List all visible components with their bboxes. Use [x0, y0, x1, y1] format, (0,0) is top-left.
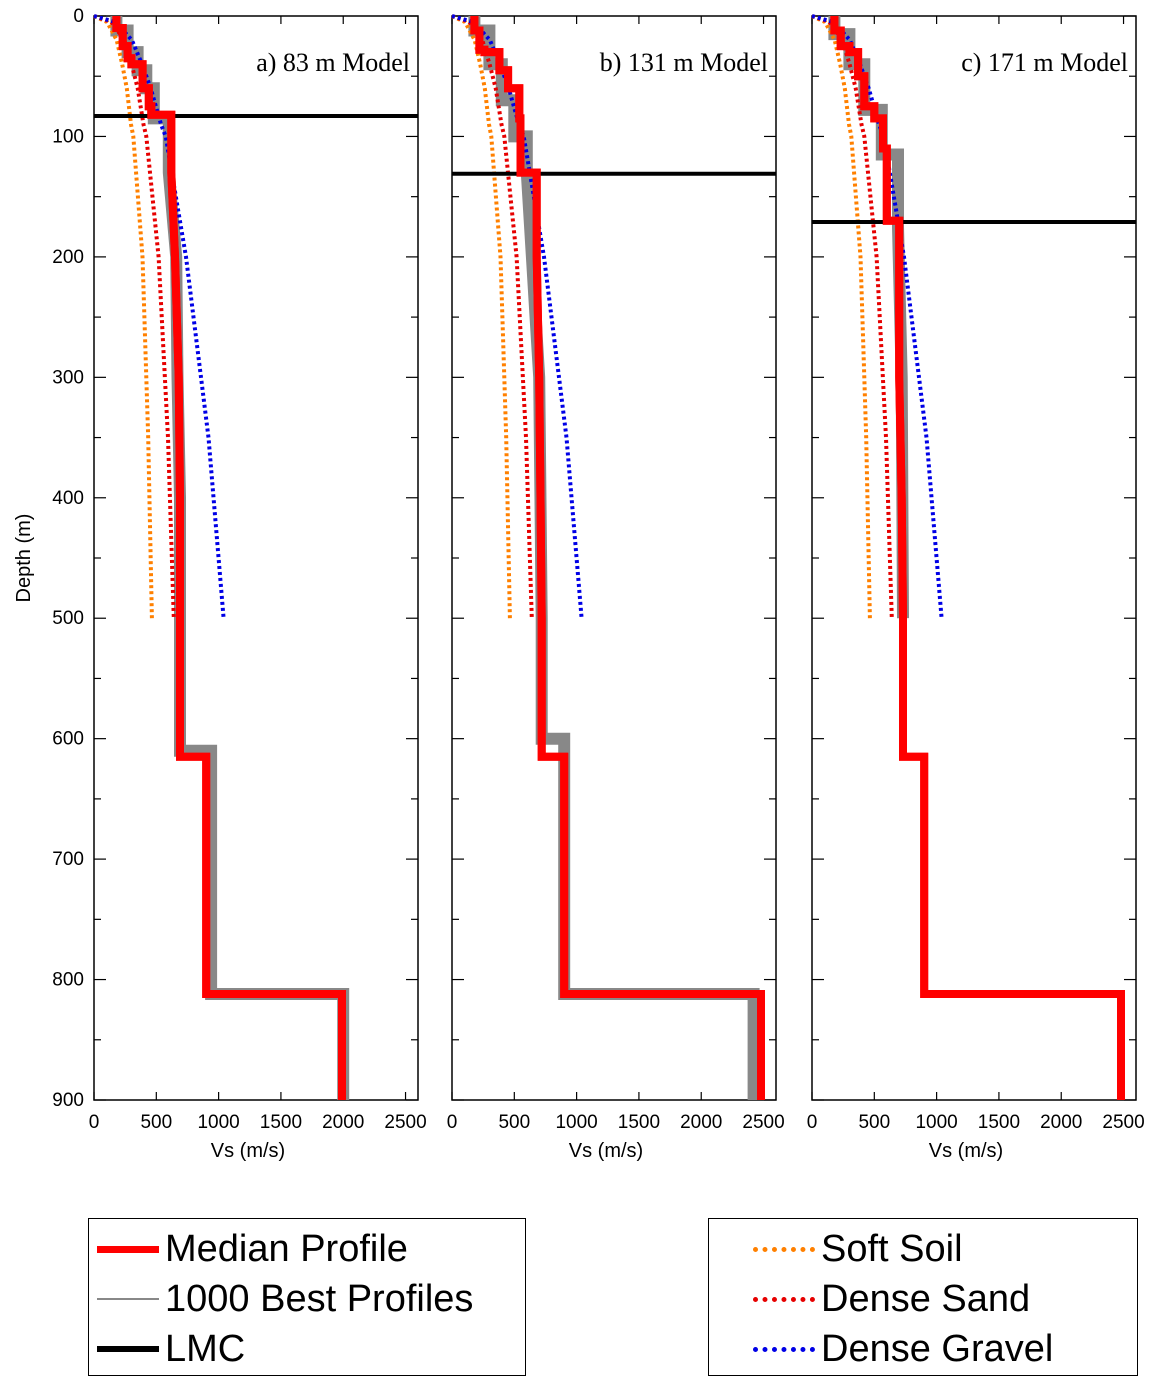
legend-label-best: 1000 Best Profiles — [165, 1277, 474, 1320]
y-tick-label: 0 — [73, 6, 84, 27]
series-dense-gravel — [451, 14, 584, 619]
series-median-profile-top — [830, 16, 1125, 1100]
y-tick-label: 700 — [52, 849, 84, 870]
y-tick-label: 400 — [52, 488, 84, 509]
panel-title: b) 131 m Model — [600, 48, 768, 77]
legend-swatch-median — [97, 1245, 159, 1253]
series-soft-soil — [811, 14, 872, 619]
y-tick-label: 500 — [52, 608, 84, 629]
series-median-profile-top — [112, 16, 346, 1100]
x-tick-label: 1000 — [197, 1112, 239, 1133]
x-axis-label: Vs (m/s) — [569, 1140, 643, 1162]
legend-item-dense-gravel: Dense Gravel — [753, 1325, 1053, 1373]
legend-item-dense-sand: Dense Sand — [753, 1275, 1030, 1323]
x-tick-label: 500 — [498, 1112, 530, 1133]
y-tick-label: 800 — [52, 970, 84, 991]
legend-soil-models: Soft Soil Dense Sand Dense Gravel — [708, 1218, 1138, 1376]
x-tick-label: 1500 — [260, 1112, 302, 1133]
plot-frame — [93, 15, 419, 1101]
y-tick-label: 900 — [52, 1090, 84, 1111]
plot-frame — [811, 15, 1137, 1101]
legend-swatch-dense-gravel — [753, 1346, 815, 1352]
series-dense-sand — [811, 14, 894, 619]
y-axis-label: Depth (m) — [13, 514, 35, 603]
legend-item-median: Median Profile — [97, 1225, 408, 1273]
series-soft-soil — [451, 14, 512, 619]
x-tick-label: 2500 — [384, 1112, 426, 1133]
series-dense-sand — [93, 14, 176, 619]
x-axis-label: Vs (m/s) — [211, 1140, 285, 1162]
legend-label-soft-soil: Soft Soil — [821, 1227, 963, 1270]
x-tick-label: 0 — [807, 1112, 818, 1133]
x-tick-label: 0 — [447, 1112, 458, 1133]
y-tick-label: 300 — [52, 367, 84, 388]
series-median-profile-top — [470, 16, 765, 1100]
x-tick-label: 500 — [858, 1112, 890, 1133]
legend-label-median: Median Profile — [165, 1227, 408, 1270]
panel-title: c) 171 m Model — [961, 48, 1128, 77]
x-tick-label: 2000 — [680, 1112, 722, 1133]
legend-item-best: 1000 Best Profiles — [97, 1275, 473, 1323]
legend-swatch-dense-sand — [753, 1296, 815, 1302]
x-tick-label: 2000 — [322, 1112, 364, 1133]
series-dense-gravel — [93, 14, 226, 619]
legend-label-dense-gravel: Dense Gravel — [821, 1327, 1054, 1370]
legend-item-lmc: LMC — [97, 1325, 245, 1373]
legend-swatch-lmc — [97, 1346, 159, 1352]
y-tick-label: 200 — [52, 247, 84, 268]
legend-swatch-best — [97, 1298, 159, 1300]
panel-title: a) 83 m Model — [256, 48, 410, 77]
legend-item-soft-soil: Soft Soil — [753, 1225, 963, 1273]
x-tick-label: 2000 — [1040, 1112, 1082, 1133]
y-tick-label: 100 — [52, 126, 84, 147]
y-tick-label: 600 — [52, 729, 84, 750]
legend-profiles: Median Profile 1000 Best Profiles LMC — [88, 1218, 526, 1376]
x-tick-label: 500 — [140, 1112, 172, 1133]
x-tick-label: 0 — [89, 1112, 100, 1133]
series-dense-sand — [451, 14, 534, 619]
plot-frame — [451, 15, 777, 1101]
series-soft-soil — [93, 14, 154, 619]
x-tick-label: 1500 — [618, 1112, 660, 1133]
x-tick-label: 2500 — [742, 1112, 784, 1133]
x-tick-label: 1500 — [978, 1112, 1020, 1133]
panel-3: c) 171 m Model 0 500 1000 1500 2000 2500 Vs (m/… — [807, 14, 1145, 1162]
x-tick-label: 1000 — [915, 1112, 957, 1133]
legend-label-dense-sand: Dense Sand — [821, 1277, 1031, 1320]
legend-label-lmc: LMC — [165, 1327, 246, 1370]
series-dense-gravel — [811, 14, 944, 619]
legend-swatch-soft-soil — [753, 1246, 815, 1252]
x-axis-label: Vs (m/s) — [929, 1140, 1003, 1162]
panel-2: b) 131 m Model 0 500 1000 1500 2000 2500 Vs (m/… — [447, 14, 785, 1162]
x-tick-label: 1000 — [555, 1112, 597, 1133]
x-tick-label: 2500 — [1102, 1112, 1144, 1133]
